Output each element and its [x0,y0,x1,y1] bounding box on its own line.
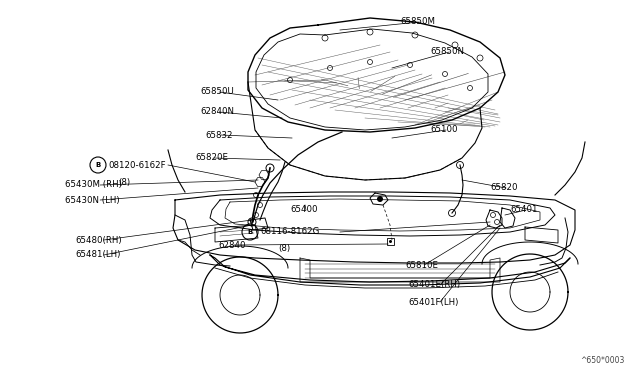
Text: 65810E: 65810E [405,260,438,269]
Text: 65481(LH): 65481(LH) [75,250,120,260]
Text: 65850N: 65850N [430,48,464,57]
Text: 65100: 65100 [430,125,458,135]
Text: B: B [248,229,253,235]
Text: 62840N: 62840N [200,108,234,116]
Text: 65850U: 65850U [200,87,234,96]
Text: 08120-6162F: 08120-6162F [108,160,166,170]
Text: 65401E(RH): 65401E(RH) [408,280,460,289]
Text: ^650*0003: ^650*0003 [580,356,625,365]
Text: 65480(RH): 65480(RH) [75,235,122,244]
Text: 65430M (RH): 65430M (RH) [65,180,122,189]
Text: 65832: 65832 [205,131,232,140]
Circle shape [377,196,383,202]
Text: 65430N (LH): 65430N (LH) [65,196,120,205]
Text: 08116-8162G: 08116-8162G [260,228,319,237]
Text: 65820: 65820 [490,183,518,192]
Text: 62840: 62840 [218,241,246,250]
Text: (8): (8) [118,177,130,186]
Text: 65401: 65401 [510,205,538,215]
Text: B: B [95,162,100,168]
Text: 65401F(LH): 65401F(LH) [408,298,458,307]
Text: (8): (8) [278,244,290,253]
Text: 65850M: 65850M [400,17,435,26]
Bar [387,238,394,245]
Text: 65400: 65400 [290,205,317,215]
Text: 65820E: 65820E [195,154,228,163]
Circle shape [389,240,392,243]
